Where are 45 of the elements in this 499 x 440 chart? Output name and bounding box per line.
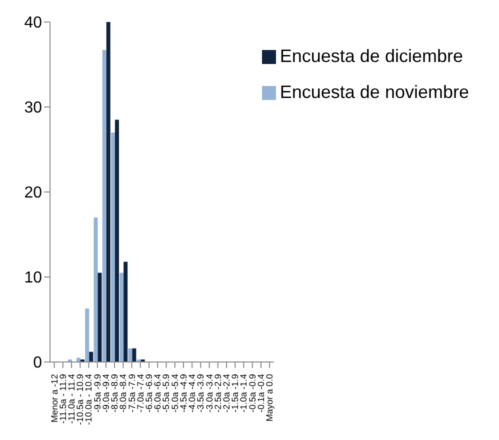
y-tick-label: 30 — [24, 100, 42, 117]
x-tick-label: -5.0a -5.4 — [170, 374, 180, 413]
x-tick-label: -6.5a -6.9 — [144, 374, 154, 413]
bar — [114, 120, 119, 362]
x-tick-label: -2.0a -2.4 — [222, 374, 232, 413]
bar — [102, 50, 106, 362]
x-tick-label: -4.0a -4.4 — [187, 374, 198, 413]
bar — [94, 218, 98, 362]
x-tick-label: Menor a -12 — [49, 374, 60, 423]
x-tick-label: -7.5a -7.9 — [126, 374, 137, 413]
x-tick-label: -2.5a -2.9 — [212, 374, 223, 413]
y-tick-label: 10 — [24, 270, 42, 287]
bar — [98, 272, 102, 362]
x-tick-label: -3.5a -3.9 — [196, 374, 206, 413]
x-tick-label: -1.5a -1.9 — [230, 374, 240, 413]
bar — [106, 22, 110, 362]
x-tick-label: -5.5a -5.9 — [161, 374, 172, 413]
x-tick-label: -3.0a -3.4 — [204, 374, 214, 413]
x-tick-label: -8.0a -8.4 — [118, 374, 128, 413]
bar — [110, 132, 115, 362]
x-tick-label: -1.0a -1.4 — [238, 374, 249, 413]
y-tick-label: 0 — [33, 354, 42, 372]
x-tick-label: Mayor a 0.0 — [264, 374, 275, 422]
y-tick-label: 20 — [24, 184, 42, 202]
bar — [120, 272, 124, 362]
x-tick-label: -0.5a -0.9 — [247, 374, 258, 413]
x-tick-label: -10.0a - 10.4 — [84, 374, 94, 426]
legend-label: Encuesta de diciembre — [280, 46, 463, 66]
bar — [132, 348, 136, 362]
legend-label: Encuesta de noviembre — [280, 82, 469, 102]
x-tick-label: -8.5a -8.9 — [110, 374, 120, 413]
x-tick-label: -7.0a -7.4 — [135, 374, 146, 413]
x-tick-label: -10.5a - 10.9 — [75, 374, 86, 426]
x-tick-label: -4.5a -4.9 — [178, 374, 188, 413]
x-tick-label: -9.5a -9.9 — [92, 374, 102, 413]
x-tick-label: -0.1a -0.4 — [256, 374, 266, 413]
bar — [124, 262, 128, 362]
y-tick-label: 40 — [24, 14, 42, 32]
bar — [85, 308, 90, 362]
bar — [89, 352, 94, 362]
x-tick-label: -11.5a - 11.9 — [58, 374, 68, 424]
x-tick-label: -9.0a -9.4 — [100, 374, 111, 413]
bar — [128, 348, 132, 362]
x-tick-label: -6.0a -6.4 — [152, 374, 163, 413]
x-tick-label: -11.0a - 11.4 — [66, 374, 77, 424]
